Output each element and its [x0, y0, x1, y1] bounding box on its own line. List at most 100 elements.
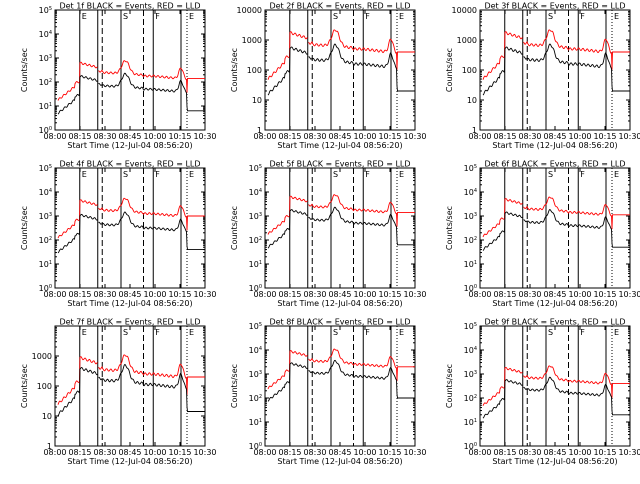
y-tick-label: 102 [39, 236, 52, 245]
x-tick-label: 08:15 [493, 448, 516, 457]
marker-label: S [548, 12, 553, 21]
x-tick-label: 08:00 [468, 448, 491, 457]
marker-label: S [333, 12, 338, 21]
y-tick-label: 105 [39, 164, 52, 173]
series-lld [482, 29, 630, 80]
x-tick-label: 08:15 [68, 132, 91, 141]
y-tick-label: 1000 [457, 36, 477, 45]
series-events [482, 43, 630, 96]
y-tick-label: 10000 [452, 6, 477, 15]
marker-label: S [333, 328, 338, 337]
y-tick-exponent: 5 [259, 322, 262, 328]
y-tick-exponent: 3 [474, 212, 477, 218]
y-tick-label: 1 [472, 126, 477, 135]
chart-panel-2: Det 2f BLACK = Events, RED = LLD 1 10 100 10… [230, 2, 427, 151]
x-tick-label: 10:30 [403, 290, 426, 299]
x-tick-label: 08:30 [518, 290, 541, 299]
series-events [482, 209, 630, 251]
x-tick-label: 08:45 [543, 132, 566, 141]
y-tick-label: 100 [464, 442, 477, 451]
y-tick-exponent: 0 [474, 284, 477, 290]
marker-label: F [155, 170, 160, 179]
y-axis-label: Counts/sec [20, 364, 29, 408]
y-tick-label: 102 [39, 78, 52, 87]
series-events [267, 43, 415, 96]
x-axis-label: Start Time (12-Jul-04 08:56:20) [277, 457, 402, 466]
y-tick-label: 100 [249, 284, 262, 293]
series-lld [57, 60, 205, 101]
y-tick-label: 101 [249, 418, 262, 427]
y-tick-exponent: 4 [259, 346, 262, 352]
chart-panel-7: Det 7f BLACK = Events, RED = LLD 1 10 100 10… [20, 318, 217, 467]
y-tick-exponent: 4 [474, 188, 477, 194]
x-tick-label: 08:45 [328, 290, 351, 299]
y-tick-label: 100 [464, 284, 477, 293]
x-tick-label: 08:00 [253, 448, 276, 457]
x-axis-label: Start Time (12-Jul-04 08:56:20) [277, 299, 402, 308]
y-tick-exponent: 1 [474, 260, 477, 266]
y-tick-label: 103 [464, 212, 477, 221]
x-tick-label: 10:30 [403, 448, 426, 457]
series-lld [267, 348, 415, 390]
marker-label: F [580, 170, 585, 179]
x-tick-label: 10:15 [378, 448, 401, 457]
chart-panel-1: Det 1f BLACK = Events, RED = LLD10010110… [20, 2, 217, 151]
plot-frame [479, 9, 631, 131]
y-tick-label: 104 [249, 346, 262, 355]
x-tick-label: 10:15 [593, 132, 616, 141]
chart-panel-4: Det 4f BLACK = Events, RED = LLD10010110… [20, 160, 217, 309]
y-tick-exponent: 1 [49, 102, 52, 108]
x-tick-label: 10:15 [168, 132, 191, 141]
y-tick-label: 10 [467, 96, 477, 105]
x-axis-label: Start Time (12-Jul-04 08:56:20) [67, 299, 192, 308]
x-tick-label: 08:00 [468, 132, 491, 141]
x-tick-label: 10:00 [568, 448, 591, 457]
y-tick-label: 104 [464, 346, 477, 355]
marker-label: E [614, 170, 619, 179]
marker-label: S [548, 328, 553, 337]
y-tick-label: 10 [42, 412, 52, 421]
y-tick-label: 104 [249, 188, 262, 197]
y-tick-label: 101 [39, 260, 52, 269]
y-tick-exponent: 0 [49, 126, 52, 132]
y-tick-exponent: 2 [49, 78, 52, 84]
x-tick-label: 10:30 [193, 290, 216, 299]
y-tick-label: 10000 [237, 6, 262, 15]
x-tick-label: 08:30 [303, 290, 326, 299]
x-tick-label: 08:45 [328, 132, 351, 141]
x-tick-label: 08:15 [278, 132, 301, 141]
marker-label: S [123, 12, 128, 21]
y-tick-label: 102 [249, 394, 262, 403]
x-tick-label: 08:00 [43, 132, 66, 141]
y-tick-exponent: 0 [49, 284, 52, 290]
y-tick-label: 1 [257, 126, 262, 135]
x-tick-label: 10:00 [353, 132, 376, 141]
y-tick-exponent: 4 [474, 346, 477, 352]
series-lld [482, 365, 630, 406]
x-axis-label: Start Time (12-Jul-04 08:56:20) [492, 299, 617, 308]
y-tick-exponent: 4 [49, 188, 52, 194]
y-tick-exponent: 2 [49, 236, 52, 242]
y-tick-exponent: 5 [474, 164, 477, 170]
y-tick-exponent: 1 [49, 260, 52, 266]
x-tick-label: 10:00 [353, 448, 376, 457]
marker-label: F [155, 328, 160, 337]
x-axis-label: Start Time (12-Jul-04 08:56:20) [67, 457, 192, 466]
chart-panel-9: Det 9f BLACK = Events, RED = LLD10010110… [445, 318, 640, 467]
marker-label: E [82, 170, 87, 179]
marker-label: S [333, 170, 338, 179]
x-tick-label: 08:15 [68, 290, 91, 299]
x-tick-label: 08:15 [278, 448, 301, 457]
chart-panel-6: Det 6f BLACK = Events, RED = LLD10010110… [445, 160, 640, 309]
x-tick-label: 08:45 [118, 448, 141, 457]
y-tick-label: 103 [249, 370, 262, 379]
x-tick-label: 08:30 [93, 132, 116, 141]
marker-label: E [399, 328, 404, 337]
y-tick-exponent: 5 [49, 6, 52, 12]
y-tick-exponent: 2 [259, 394, 262, 400]
plot-frame [479, 167, 631, 289]
y-tick-label: 1000 [32, 352, 52, 361]
y-tick-label: 104 [39, 30, 52, 39]
marker-label: E [82, 328, 87, 337]
